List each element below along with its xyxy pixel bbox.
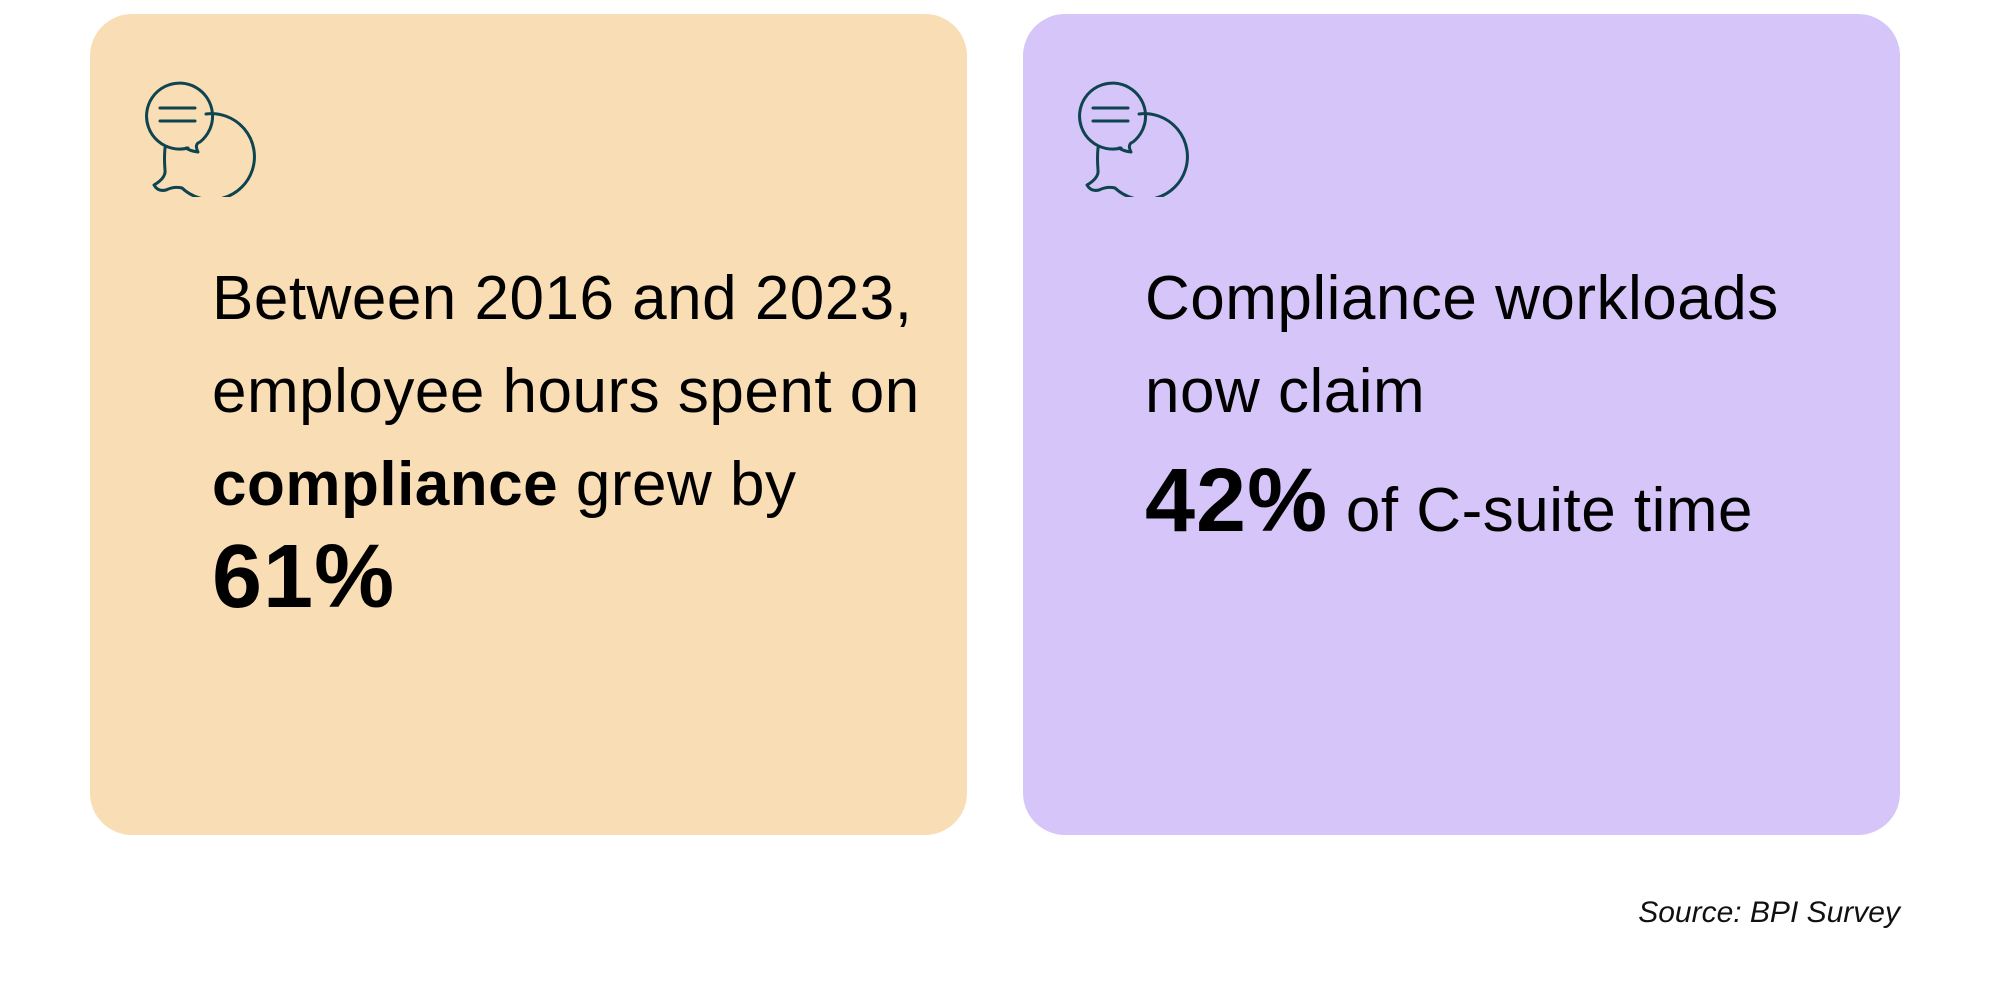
stat-text-outro: of C-suite time <box>1328 476 1754 545</box>
stat-text-intro: Compliance workloads now claim <box>1145 264 1779 426</box>
stat-text: Between 2016 and 2023, employee hours sp… <box>212 252 932 633</box>
stat-value: 61% <box>212 527 396 627</box>
stat-keyword: compliance <box>212 450 559 519</box>
chat-bubbles-icon <box>1078 81 1189 197</box>
stat-text-mid: grew by <box>558 450 797 519</box>
stat-card-compliance-hours: Between 2016 and 2023, employee hours sp… <box>90 14 967 835</box>
stat-value: 42% <box>1145 451 1329 551</box>
stat-text: Compliance workloads now claim 42% of C-… <box>1145 252 1885 566</box>
stat-line: 42% of C-suite time <box>1145 446 1885 566</box>
stat-card-csuite-time: Compliance workloads now claim 42% of C-… <box>1023 14 1900 835</box>
stat-text-intro: Between 2016 and 2023, employee hours sp… <box>212 264 920 426</box>
chat-bubbles-icon <box>145 81 256 197</box>
source-caption: Source: BPI Survey <box>1638 896 1900 929</box>
